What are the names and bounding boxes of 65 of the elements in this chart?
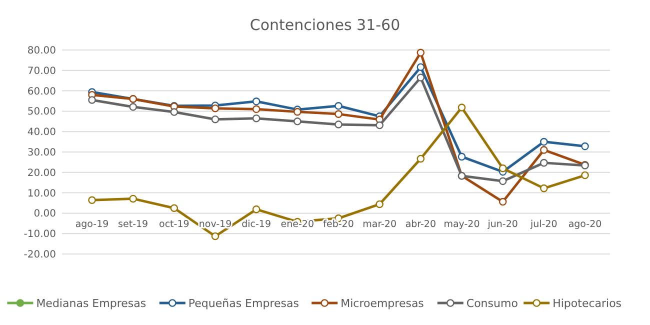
y-tick-label: 0.00 <box>34 208 56 220</box>
x-tick-label: may-20 <box>444 219 480 230</box>
y-tick-label: -20.00 <box>24 250 56 260</box>
point <box>540 184 548 192</box>
point <box>170 204 178 212</box>
point <box>88 96 96 104</box>
point <box>334 110 342 118</box>
point <box>581 142 589 150</box>
x-tick-label: set-19 <box>118 219 148 230</box>
y-tick-label: -10.00 <box>24 229 56 240</box>
point <box>581 171 589 180</box>
x-tick-label: abr-20 <box>405 219 436 230</box>
point <box>129 194 137 203</box>
x-tick-label: feb-20 <box>323 219 354 230</box>
point <box>498 177 507 186</box>
legend-label: Microempresas <box>340 296 424 310</box>
x-tick-label: jul-20 <box>530 219 558 230</box>
point <box>294 118 302 126</box>
chart-title: Contenciones 31-60 <box>250 16 400 34</box>
x-tick-label: oct-19 <box>159 219 190 230</box>
point <box>416 154 425 163</box>
point <box>211 104 220 112</box>
point <box>458 152 466 161</box>
point <box>170 108 178 116</box>
point <box>252 98 260 106</box>
point <box>376 121 384 130</box>
y-tick-label: 70.00 <box>27 66 56 77</box>
point <box>416 74 425 82</box>
legend-label: Pequeñas Empresas <box>188 296 300 310</box>
y-tick-label: 30.00 <box>27 148 56 158</box>
legend-label: Medianas Empresas <box>36 296 146 310</box>
point <box>252 114 260 122</box>
point <box>416 63 425 72</box>
x-tick-label: dic-19 <box>242 219 272 230</box>
point <box>211 115 220 124</box>
point <box>334 120 342 128</box>
point <box>211 232 220 240</box>
point <box>458 104 466 112</box>
y-tick-label: 20.00 <box>27 168 56 179</box>
point <box>294 108 302 116</box>
x-tick-label: ene-20 <box>280 219 314 230</box>
point <box>540 146 548 154</box>
y-tick-label: 50.00 <box>27 106 56 118</box>
point <box>252 105 260 114</box>
point <box>88 196 96 204</box>
point <box>540 158 548 167</box>
point <box>416 48 425 57</box>
x-tick-label: mar-20 <box>362 219 397 230</box>
legend-label: Hipotecarios <box>552 296 622 310</box>
point <box>334 102 342 110</box>
y-tick-label: 40.00 <box>27 127 56 138</box>
point <box>129 103 137 111</box>
point <box>498 164 507 172</box>
x-tick-label: ago-20 <box>568 219 602 230</box>
x-tick-label: ago-19 <box>75 219 109 230</box>
point <box>376 200 384 208</box>
y-tick-label: 10.00 <box>27 188 56 200</box>
y-tick-label: 80.00 <box>27 46 56 56</box>
x-tick-label: nov-19 <box>198 219 232 230</box>
point <box>540 138 548 146</box>
point <box>252 205 260 214</box>
x-tick-label: jun-20 <box>486 219 518 230</box>
point <box>498 198 507 206</box>
y-tick-label: 60.00 <box>27 86 56 98</box>
legend-label: Consumo <box>466 296 518 310</box>
